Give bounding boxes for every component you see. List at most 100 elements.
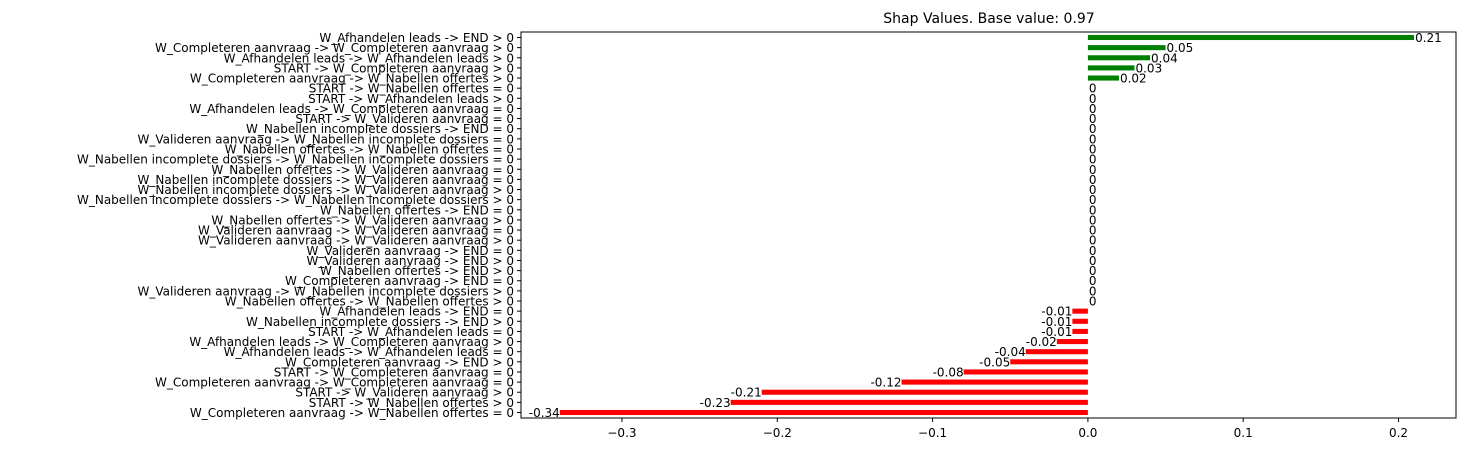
category-label-2: W_Afhandelen leads -> W_Afhandelen leads…	[224, 51, 514, 65]
category-label-13: W_Nabellen offertes -> W_Valideren aanvr…	[211, 163, 514, 177]
category-label-30: W_Afhandelen leads -> W_Completeren aanv…	[189, 335, 514, 349]
value-label-5: 0	[1089, 82, 1097, 96]
category-labels-layer: W_Afhandelen leads -> END > 0W_Completer…	[77, 31, 521, 420]
value-label-7: 0	[1089, 102, 1097, 116]
bar-4	[1087, 75, 1119, 81]
value-label-34: -0.12	[870, 376, 901, 390]
value-label-0: 0.21	[1415, 31, 1442, 45]
value-label-18: 0	[1089, 213, 1097, 227]
category-label-12: W_Nabellen incomplete dossiers -> W_Nabe…	[77, 153, 514, 167]
category-label-0: W_Afhandelen leads -> END > 0	[319, 31, 514, 45]
bar-27	[1072, 308, 1088, 314]
category-label-22: W_Valideren aanvraag -> END > 0	[307, 254, 514, 268]
value-label-29: -0.01	[1041, 325, 1072, 339]
category-label-9: W_Nabellen incomplete dossiers -> END = …	[246, 122, 514, 136]
value-label-3: 0.03	[1135, 61, 1162, 75]
value-label-1: 0.05	[1167, 41, 1194, 55]
value-label-9: 0	[1089, 122, 1097, 136]
category-label-24: W_Completeren aanvraag -> END = 0	[285, 274, 514, 288]
bars-layer	[559, 34, 1415, 416]
value-label-15: 0	[1089, 183, 1097, 197]
value-label-13: 0	[1089, 163, 1097, 177]
value-label-20: 0	[1089, 234, 1097, 248]
category-label-16: W_Nabellen incomplete dossiers -> W_Nabe…	[77, 193, 514, 207]
value-label-11: 0	[1089, 142, 1097, 156]
category-label-11: W_Nabellen offertes -> W_Nabellen offert…	[225, 142, 514, 156]
x-tick-label-3: 0.0	[1078, 426, 1097, 440]
bar-35	[761, 389, 1088, 395]
value-label-12: 0	[1089, 153, 1097, 167]
value-label-6: 0	[1089, 92, 1097, 106]
bar-33	[963, 369, 1088, 375]
bar-37	[559, 409, 1088, 416]
value-label-16: 0	[1089, 193, 1097, 207]
category-label-35: START -> W_Valideren aanvraag > 0	[295, 386, 514, 400]
value-labels-layer: 0.210.050.040.030.0200000000000000000000…	[529, 31, 1442, 420]
value-label-17: 0	[1089, 203, 1097, 217]
bar-36	[730, 399, 1088, 405]
value-label-23: 0	[1089, 264, 1097, 278]
value-label-30: -0.02	[1026, 335, 1057, 349]
bar-31	[1025, 349, 1088, 355]
x-tick-label-2: −0.1	[918, 426, 947, 440]
x-tick-label-1: −0.2	[763, 426, 792, 440]
category-label-17: W_Nabellen offertes -> END = 0	[320, 203, 514, 217]
value-label-37: -0.34	[529, 406, 560, 420]
category-label-27: W_Afhandelen leads -> END = 0	[319, 305, 514, 319]
value-label-10: 0	[1089, 132, 1097, 146]
value-label-14: 0	[1089, 173, 1097, 187]
category-label-5: START -> W_Nabellen offertes = 0	[309, 82, 514, 96]
category-label-29: START -> W_Afhandelen leads = 0	[308, 325, 514, 339]
value-label-8: 0	[1089, 112, 1097, 126]
x-tick-label-5: 0.2	[1389, 426, 1408, 440]
bar-2	[1087, 55, 1151, 61]
bar-3	[1087, 65, 1135, 71]
value-label-22: 0	[1089, 254, 1097, 268]
category-label-31: W_Afhandelen leads -> W_Afhandelen leads…	[224, 345, 514, 359]
value-label-21: 0	[1089, 244, 1097, 258]
category-label-18: W_Nabellen offertes -> W_Valideren aanvr…	[211, 213, 514, 227]
category-label-7: W_Afhandelen leads -> W_Completeren aanv…	[189, 102, 514, 116]
value-label-33: -0.08	[933, 365, 964, 379]
value-label-19: 0	[1089, 224, 1097, 238]
bar-1	[1087, 45, 1166, 51]
x-tick-label-4: 0.1	[1234, 426, 1253, 440]
category-label-23: W_Nabellen offertes -> END > 0	[320, 264, 514, 278]
category-label-4: W_Completeren aanvraag -> W_Nabellen off…	[190, 72, 514, 86]
value-label-25: 0	[1089, 284, 1097, 298]
category-label-28: W_Nabellen incomplete dossiers -> END > …	[246, 315, 514, 329]
category-label-15: W_Nabellen incomplete dossiers -> W_Vali…	[138, 183, 514, 197]
category-label-32: W_Completeren aanvraag -> END > 0	[285, 355, 514, 369]
bar-28	[1072, 318, 1088, 324]
bar-32	[1010, 359, 1088, 365]
category-label-37: W_Completeren aanvraag -> W_Nabellen off…	[190, 406, 514, 420]
category-label-36: START -> W_Nabellen offertes > 0	[309, 396, 514, 410]
bar-34	[901, 379, 1088, 385]
category-label-8: START -> W_Valideren aanvraag = 0	[295, 112, 514, 126]
value-label-2: 0.04	[1151, 51, 1178, 65]
bar-30	[1056, 339, 1088, 345]
category-label-25: W_Valideren aanvraag -> W_Nabellen incom…	[138, 284, 514, 298]
bar-29	[1072, 328, 1088, 334]
category-label-21: W_Valideren aanvraag -> END = 0	[307, 244, 514, 258]
plot-frame	[520, 31, 1457, 419]
value-label-32: -0.05	[979, 355, 1010, 369]
category-label-14: W_Nabellen incomplete dossiers -> W_Vali…	[138, 173, 514, 187]
value-label-35: -0.21	[731, 386, 762, 400]
value-label-28: -0.01	[1041, 315, 1072, 329]
value-label-26: 0	[1089, 295, 1097, 309]
category-label-26: W_Nabellen offertes -> W_Nabellen offert…	[225, 295, 514, 309]
category-label-6: START -> W_Afhandelen leads > 0	[308, 92, 514, 106]
x-ticks-layer: −0.3 −0.2 −0.1 0.0 0.1 0.2	[607, 418, 1408, 440]
bar-0	[1087, 34, 1415, 41]
value-label-4: 0.02	[1120, 72, 1147, 86]
category-label-19: W_Valideren aanvraag -> W_Valideren aanv…	[198, 224, 514, 238]
category-label-3: START -> W_Completeren aanvraag > 0	[274, 61, 514, 75]
category-label-1: W_Completeren aanvraag -> W_Completeren …	[155, 41, 514, 55]
x-tick-label-0: −0.3	[607, 426, 636, 440]
category-label-10: W_Valideren aanvraag -> W_Nabellen incom…	[138, 132, 514, 146]
value-label-31: -0.04	[995, 345, 1026, 359]
value-label-27: -0.01	[1041, 305, 1072, 319]
category-label-20: W_Valideren aanvraag -> W_Valideren aanv…	[198, 234, 514, 248]
